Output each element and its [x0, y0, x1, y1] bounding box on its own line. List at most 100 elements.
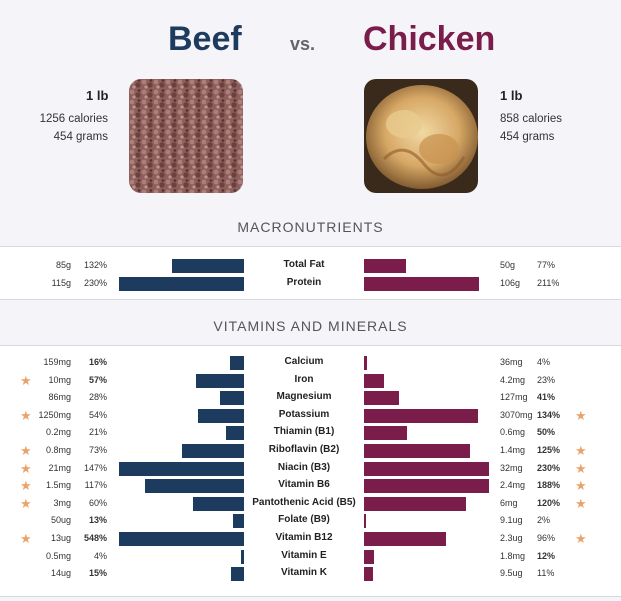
beef-photo [129, 79, 243, 193]
chicken-bar [364, 277, 479, 291]
nutrient-name: Thiamin (B1) [273, 426, 335, 438]
beef-amount-value: 0.8mg [45, 445, 71, 455]
beef-bar [226, 426, 244, 441]
beef-star-icon: ★ [20, 531, 32, 546]
beef-dv-percent: 117% [84, 480, 107, 491]
nutrient-name: Potassium [278, 408, 330, 420]
chicken-amount-value: 50g [500, 260, 516, 270]
chicken-photo [364, 79, 478, 193]
chicken-calories: 858 calories [500, 113, 563, 125]
nutrient-name: Riboflavin (B2) [268, 444, 340, 455]
beef-amount-value: 1.5mg [45, 480, 71, 491]
chicken-bar [364, 532, 446, 546]
nutrient-name: Vitamin B12 [275, 532, 333, 543]
chicken-dv-percent: 211% [537, 278, 560, 288]
chicken-grams: 454 grams [500, 131, 555, 143]
beef-amount-value: 159mg [43, 357, 71, 367]
chicken-amount-value: 0.6mg [500, 427, 526, 438]
vs-label: vs. [290, 34, 316, 54]
beef-star-icon: ★ [20, 478, 32, 494]
beef-star-icon: ★ [20, 372, 32, 388]
beef-star-icon: ★ [20, 443, 32, 458]
chicken-star-icon: ★ [575, 443, 587, 458]
beef-amount-value: 21mg [48, 462, 71, 473]
chicken-dv-percent: 120% [537, 497, 561, 508]
beef-bar [172, 259, 244, 273]
chicken-dv-percent: 188% [537, 480, 561, 491]
beef-dv-percent: 15% [88, 568, 107, 579]
beef-amount-value: 0.2mg [45, 427, 71, 438]
chicken-bar [364, 356, 368, 370]
beef-dv-percent: 16% [88, 357, 107, 367]
nutrient-name: Pantothenic Acid (B5) [252, 496, 356, 508]
beef-dv-percent: 230% [83, 278, 107, 288]
chicken-dv-percent: 12% [537, 550, 556, 561]
chicken-bar [364, 373, 384, 388]
beef-bar [119, 461, 244, 476]
beef-bar [198, 408, 244, 423]
chicken-dv-percent: 96% [537, 533, 556, 543]
beef-bar [232, 514, 244, 529]
beef-amount-value: 13ug [50, 533, 71, 543]
nutrient-name: Vitamin E [281, 549, 327, 561]
beef-amount-value: 3mg [53, 497, 71, 508]
nutrient-name: Vitamin B6 [278, 479, 330, 491]
chicken-bar [364, 461, 489, 476]
chicken-dv-percent: 23% [537, 374, 556, 385]
chicken-dv-percent: 2% [537, 515, 551, 526]
chicken-bar [364, 514, 366, 529]
beef-amount-value: 10mg [48, 374, 71, 385]
chicken-amount-value: 9.1ug [500, 515, 523, 526]
nutrient-name: Vitamin K [281, 567, 327, 579]
beef-amount: 1 lb [86, 88, 109, 103]
nutrient-name: Calcium [284, 356, 324, 367]
beef-dv-percent: 57% [88, 374, 107, 385]
beef-bar [192, 496, 244, 511]
beef-dv-percent: 4% [93, 550, 107, 561]
chicken-bar [364, 426, 407, 441]
beef-dv-percent: 132% [83, 260, 107, 270]
chicken-dv-percent: 50% [537, 427, 556, 438]
chicken-amount-value: 9.5ug [500, 568, 523, 579]
chicken-bar [364, 479, 489, 494]
chicken-bar [364, 259, 406, 273]
chicken-amount-value: 2.4mg [500, 480, 526, 491]
nutrient-name: Total Fat [283, 259, 325, 270]
nutrient-name: Niacin (B3) [277, 461, 331, 473]
chicken-title: Chicken [363, 20, 496, 58]
beef-bar [230, 356, 244, 370]
chicken-bar [364, 391, 399, 406]
beef-bar [220, 391, 244, 406]
chicken-bar [364, 567, 374, 582]
chicken-dv-percent: 134% [537, 409, 561, 420]
chicken-amount-value: 36mg [500, 357, 523, 367]
nutrient-name: Protein [286, 277, 322, 288]
beef-bar [231, 567, 244, 582]
beef-bar [144, 479, 244, 494]
beef-amount-value: 14ug [50, 568, 71, 579]
chicken-dv-percent: 125% [537, 445, 561, 455]
chicken-bar [364, 408, 478, 423]
chicken-amount-value: 1.8mg [500, 550, 526, 561]
macronutrients-band [0, 246, 621, 300]
chicken-bar [364, 549, 375, 564]
chicken-amount-value: 127mg [500, 392, 528, 403]
beef-dv-percent: 548% [83, 533, 107, 543]
beef-amount-value: 86mg [48, 392, 71, 403]
chicken-bar [364, 496, 467, 511]
chicken-star-icon: ★ [575, 495, 587, 511]
beef-dv-percent: 21% [88, 427, 107, 438]
chicken-amount-value: 4.2mg [500, 374, 526, 385]
chicken-dv-percent: 230% [537, 462, 561, 473]
chicken-dv-percent: 4% [537, 357, 551, 367]
beef-grams: 454 grams [53, 131, 108, 143]
beef-amount-value: 1250mg [38, 409, 71, 420]
chicken-amount-value: 3070mg [500, 409, 533, 420]
beef-dv-percent: 60% [88, 497, 107, 508]
chicken-amount-value: 1.4mg [500, 445, 526, 455]
beef-dv-percent: 73% [88, 445, 107, 455]
chicken-star-icon: ★ [575, 407, 587, 423]
beef-dv-percent: 28% [88, 392, 107, 403]
chicken-dv-percent: 77% [537, 260, 556, 270]
beef-title: Beef [168, 20, 242, 58]
